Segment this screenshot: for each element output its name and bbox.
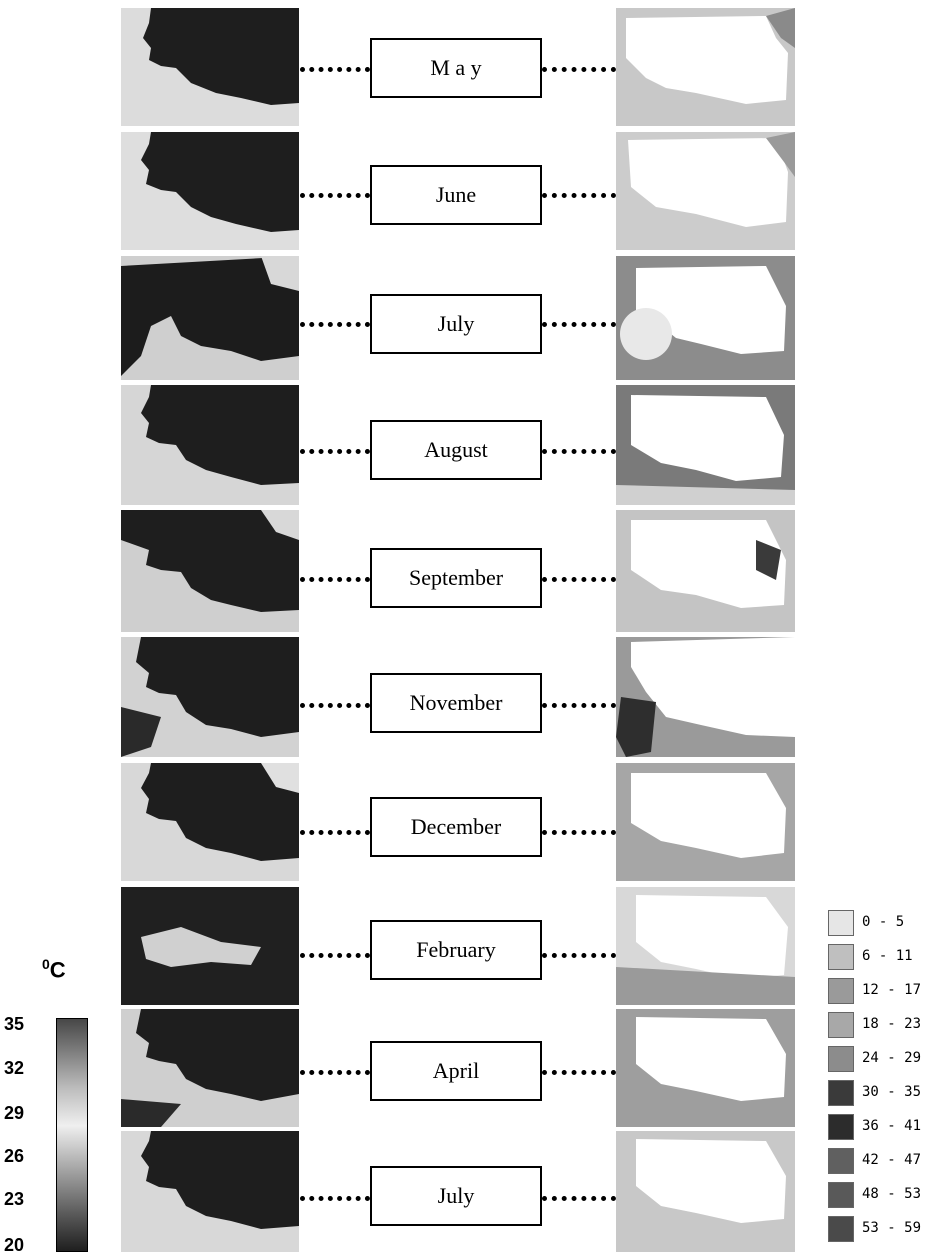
legend-swatch bbox=[828, 1046, 854, 1072]
legend-swatch bbox=[828, 1182, 854, 1208]
legend-item: 30 - 35 bbox=[828, 1080, 928, 1106]
month-text: November bbox=[409, 690, 503, 715]
connector-right bbox=[542, 1070, 616, 1075]
legend-item: 6 - 11 bbox=[828, 944, 928, 970]
sst-image-november bbox=[121, 637, 299, 757]
legend-label: 36 - 41 bbox=[862, 1118, 922, 1134]
temp-tick-label: 29 bbox=[4, 1103, 25, 1123]
month-text: M a y bbox=[430, 55, 482, 80]
legend-item: 0 - 5 bbox=[828, 910, 928, 936]
connector-left bbox=[300, 953, 370, 958]
legend-label: 18 - 23 bbox=[862, 1016, 922, 1032]
change-map-june bbox=[616, 132, 795, 250]
connector-left bbox=[300, 830, 370, 835]
change-map-august bbox=[616, 385, 795, 505]
connector-right bbox=[542, 193, 616, 198]
month-label: June bbox=[370, 165, 542, 225]
month-label: M a y bbox=[370, 38, 542, 98]
legend-swatch bbox=[828, 978, 854, 1004]
month-label: August bbox=[370, 420, 542, 480]
change-map-july bbox=[616, 256, 795, 380]
legend-swatch bbox=[828, 1012, 854, 1038]
temp-tick-label: 26 bbox=[4, 1146, 25, 1166]
month-text: July bbox=[437, 311, 475, 336]
legend-item: 24 - 29 bbox=[828, 1046, 928, 1072]
month-label: December bbox=[370, 797, 542, 857]
month-label: July bbox=[370, 1166, 542, 1226]
connector-right bbox=[542, 830, 616, 835]
temp-tick-label: 23 bbox=[4, 1189, 25, 1209]
month-text: April bbox=[432, 1058, 480, 1083]
month-text: June bbox=[435, 182, 477, 207]
change-map-november bbox=[616, 637, 795, 757]
legend-label: 24 - 29 bbox=[862, 1050, 922, 1066]
temperature-colorbar bbox=[56, 1018, 88, 1252]
sst-image-february bbox=[121, 887, 299, 1005]
connector-right bbox=[542, 1196, 616, 1201]
connector-right bbox=[542, 67, 616, 72]
legend-item: 36 - 41 bbox=[828, 1114, 928, 1140]
change-map-february bbox=[616, 887, 795, 1005]
sst-image-september bbox=[121, 510, 299, 632]
connector-left bbox=[300, 67, 370, 72]
change-map-september bbox=[616, 510, 795, 632]
legend-label: 6 - 11 bbox=[862, 948, 913, 964]
month-label: February bbox=[370, 920, 542, 980]
legend-label: 53 - 59 bbox=[862, 1220, 922, 1236]
month-label: September bbox=[370, 548, 542, 608]
month-text: February bbox=[416, 937, 496, 962]
legend-swatch bbox=[828, 1148, 854, 1174]
legend-swatch bbox=[828, 1114, 854, 1140]
month-text: August bbox=[424, 437, 488, 462]
change-map-december bbox=[616, 763, 795, 881]
connector-right bbox=[542, 322, 616, 327]
connector-right bbox=[542, 703, 616, 708]
sst-image-august bbox=[121, 385, 299, 505]
connector-right bbox=[542, 953, 616, 958]
connector-left bbox=[300, 449, 370, 454]
legend-item: 12 - 17 bbox=[828, 978, 928, 1004]
connector-right bbox=[542, 449, 616, 454]
legend-label: 0 - 5 bbox=[862, 914, 905, 930]
connector-left bbox=[300, 703, 370, 708]
legend-label: 30 - 35 bbox=[862, 1084, 922, 1100]
month-label: November bbox=[370, 673, 542, 733]
sst-image-april bbox=[121, 1009, 299, 1127]
sst-image-june bbox=[121, 132, 299, 250]
sst-image-july-2 bbox=[121, 1131, 299, 1252]
sst-image-july bbox=[121, 256, 299, 380]
legend-label: 42 - 47 bbox=[862, 1152, 922, 1168]
legend-item: 18 - 23 bbox=[828, 1012, 928, 1038]
legend-label: 48 - 53 bbox=[862, 1186, 922, 1202]
connector-left bbox=[300, 322, 370, 327]
month-text: July bbox=[437, 1183, 475, 1208]
temp-tick-label: 35 bbox=[4, 1014, 25, 1034]
legend-label: 12 - 17 bbox=[862, 982, 922, 998]
month-text: September bbox=[408, 565, 504, 590]
connector-right bbox=[542, 577, 616, 582]
legend-swatch bbox=[828, 944, 854, 970]
temp-tick-label: 20 bbox=[4, 1235, 25, 1255]
sst-image-december bbox=[121, 763, 299, 881]
temperature-unit: 0C bbox=[42, 956, 66, 983]
legend-swatch bbox=[828, 1216, 854, 1242]
change-map-april bbox=[616, 1009, 795, 1127]
legend-item: 48 - 53 bbox=[828, 1182, 928, 1208]
connector-left bbox=[300, 577, 370, 582]
legend-item: 42 - 47 bbox=[828, 1148, 928, 1174]
month-text: December bbox=[410, 814, 502, 839]
legend-item: 53 - 59 bbox=[828, 1216, 928, 1242]
sst-image-may bbox=[121, 8, 299, 126]
connector-left bbox=[300, 1196, 370, 1201]
connector-left bbox=[300, 193, 370, 198]
month-label: July bbox=[370, 294, 542, 354]
legend-swatch bbox=[828, 1080, 854, 1106]
change-map-may bbox=[616, 8, 795, 126]
month-label: April bbox=[370, 1041, 542, 1101]
legend-swatch bbox=[828, 910, 854, 936]
change-map-july-2 bbox=[616, 1131, 795, 1252]
temp-tick-label: 32 bbox=[4, 1058, 25, 1078]
connector-left bbox=[300, 1070, 370, 1075]
